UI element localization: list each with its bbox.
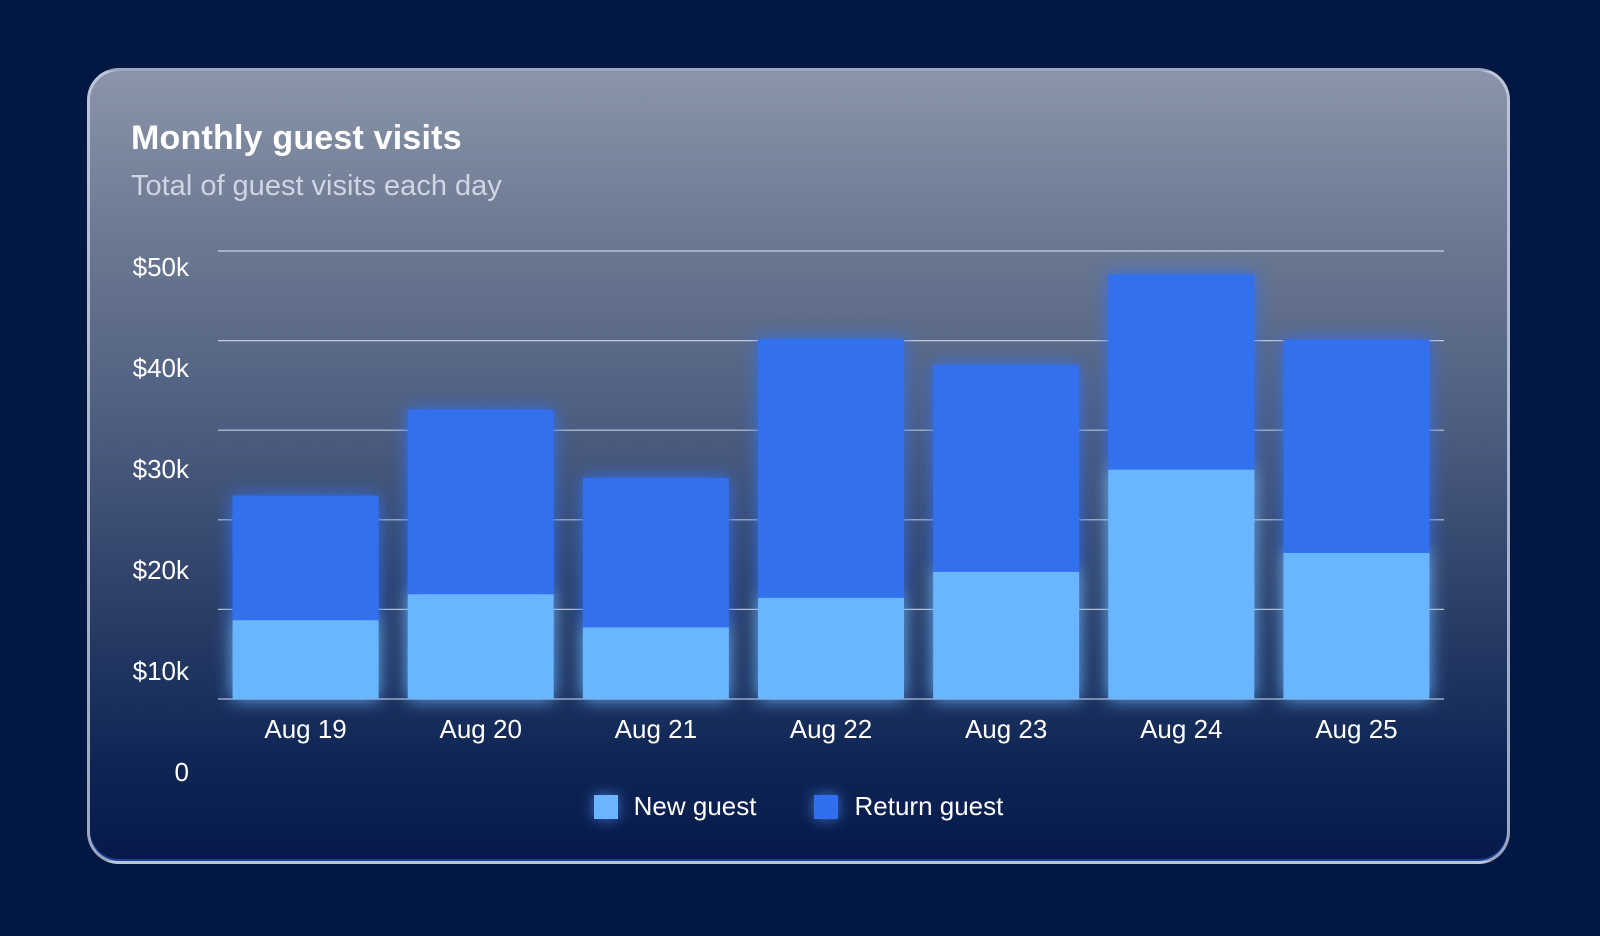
bar-return-guest (933, 364, 1080, 572)
legend-item-return-guest: Return guest (814, 791, 1003, 822)
bar-return-guest (407, 409, 554, 595)
chart-subtitle: Total of guest visits each day (131, 170, 502, 202)
y-tick-label: $10k (133, 656, 190, 686)
bar-new-guest (1283, 552, 1430, 699)
x-axis-labels: Aug 19 Aug 20 Aug 21 Aug 22 Aug 23 Aug 24 Aug … (264, 714, 1397, 744)
bar-new-guest (407, 594, 554, 699)
bar-return-guest (1108, 274, 1255, 470)
legend-swatch (814, 794, 839, 819)
bar-stack (232, 495, 379, 699)
x-tick-label: Aug 20 (440, 714, 522, 744)
bar-return-guest (232, 495, 379, 621)
bar-new-guest (1108, 469, 1255, 699)
bar-return-guest (758, 338, 904, 598)
legend-label: Return guest (854, 791, 1004, 821)
bar-new-guest (582, 627, 729, 699)
y-tick-label: 0 (175, 757, 189, 787)
y-tick-label: $30k (133, 454, 190, 484)
bar-new-guest (232, 620, 379, 699)
bar-chart: 0 $10k $20k $30k $40k $50k Aug 19 Aug 20 Aug 21… (133, 250, 1444, 787)
legend: New guest Return guest (90, 791, 1507, 822)
legend-item-new-guest: New guest (593, 791, 757, 822)
legend-label: New guest (633, 791, 757, 821)
bar-return-guest (582, 477, 729, 628)
bar-stack (1108, 274, 1255, 699)
x-tick-label: Aug 19 (264, 714, 346, 744)
bar-stack (758, 338, 904, 699)
bar-stack (582, 477, 729, 699)
bar-return-guest (1283, 339, 1430, 553)
bar-new-guest (933, 571, 1080, 699)
bar-stack (407, 409, 554, 699)
y-tick-label: $40k (133, 353, 190, 383)
x-tick-label: Aug 22 (790, 714, 872, 744)
x-tick-label: Aug 23 (965, 714, 1047, 744)
y-tick-label: $20k (133, 555, 190, 585)
bar-new-guest (758, 597, 904, 699)
y-axis-labels: 0 $10k $20k $30k $40k $50k (133, 252, 190, 787)
chart-card: Monthly guest visits Total of guest visi… (87, 68, 1510, 864)
x-tick-label: Aug 24 (1140, 714, 1222, 744)
bar-stack (1283, 339, 1430, 699)
legend-swatch (593, 794, 618, 819)
y-tick-label: $50k (133, 252, 190, 282)
chart-title: Monthly guest visits (131, 119, 462, 157)
bar-stack (933, 364, 1080, 699)
bars (232, 274, 1430, 699)
x-tick-label: Aug 25 (1315, 714, 1397, 744)
x-tick-label: Aug 21 (615, 714, 697, 744)
